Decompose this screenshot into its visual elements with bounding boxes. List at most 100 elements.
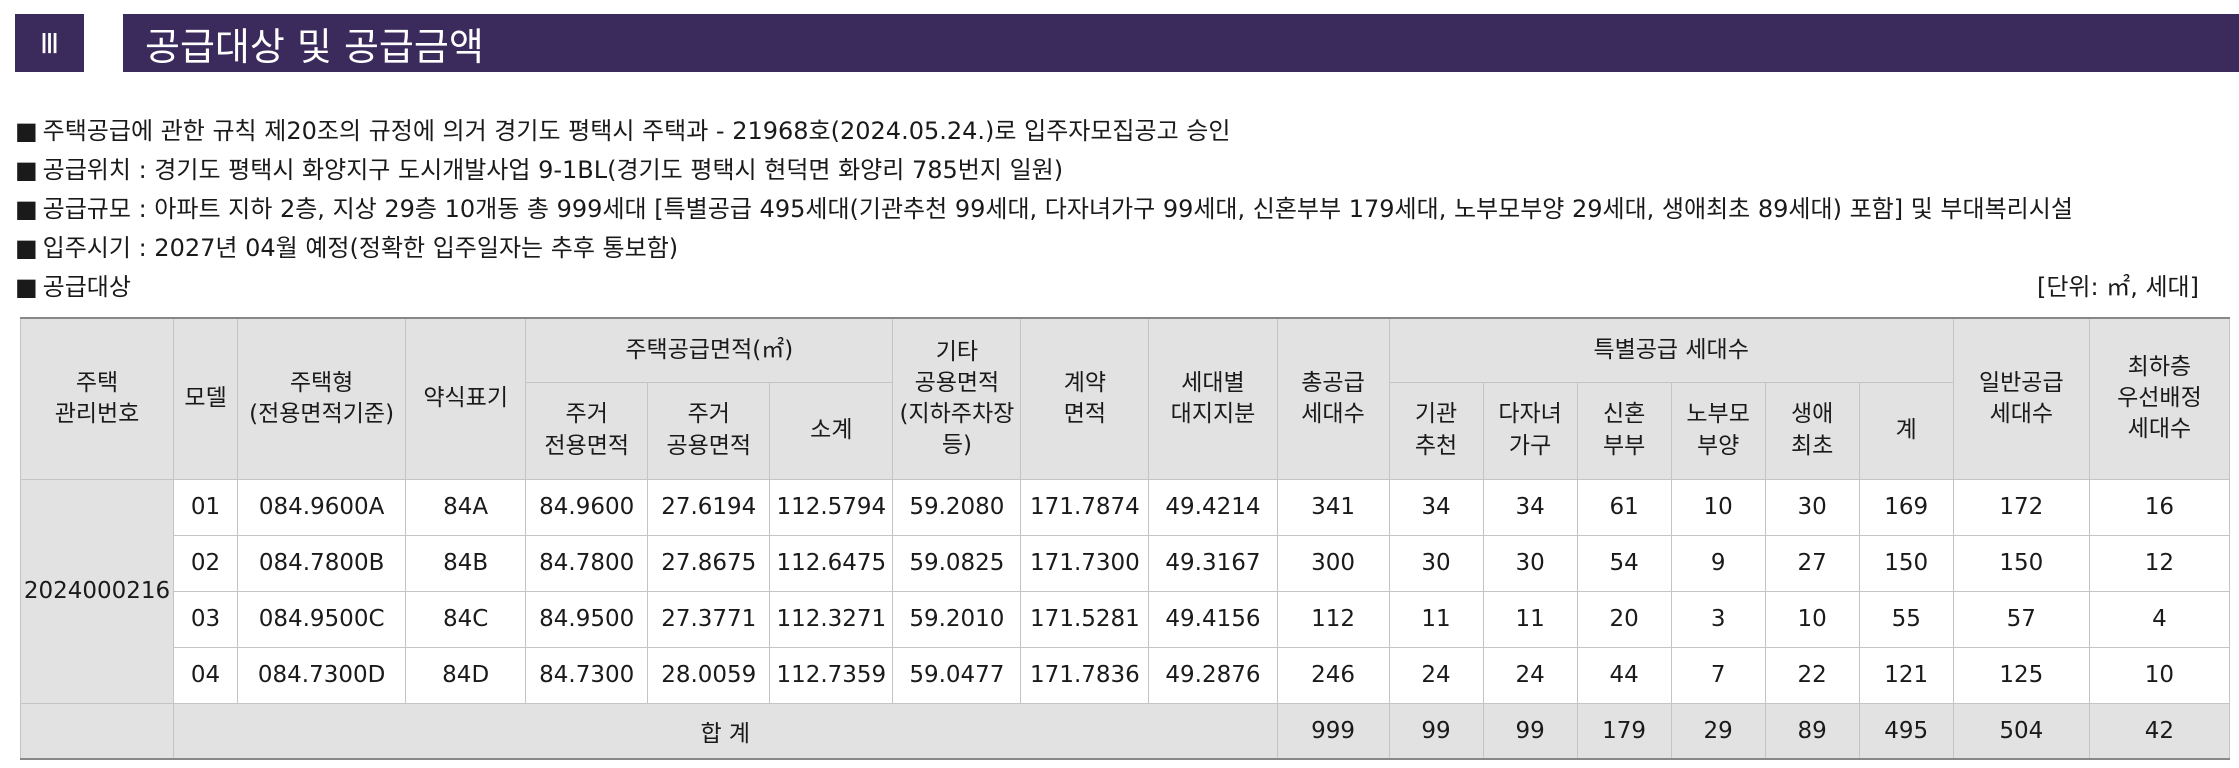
header-other-common: 기타 공용면적 (지하주차장 등) [892, 317, 1022, 480]
short-code-cell: 84C [405, 590, 527, 648]
header-institution: 기관 추천 [1388, 381, 1484, 480]
total-supply-cell: 246 [1276, 646, 1390, 704]
house-type-cell: 084.9500C [237, 590, 407, 648]
house-type-cell: 084.7300D [237, 646, 407, 704]
elderly-sum: 29 [1670, 702, 1766, 760]
header-supply-area-group: 주택공급면적(㎡) [525, 317, 894, 383]
bullet-text: 공급위치 : 경기도 평택시 화양지구 도시개발사업 9-1BL(경기도 평택시… [42, 156, 1064, 184]
house-id-cell: 2024000216 [19, 478, 175, 704]
subtotal-cell: 112.5794 [769, 478, 894, 536]
special-sum-cell: 150 [1858, 534, 1954, 592]
header-house-type: 주택형 (전용면적기준) [237, 317, 407, 480]
total-supply-cell: 112 [1276, 590, 1390, 648]
land-share-cell: 49.3167 [1148, 534, 1278, 592]
lowest-floor-cell: 4 [2088, 590, 2231, 648]
other-common-cell: 59.2080 [892, 478, 1022, 536]
first-time-cell: 22 [1764, 646, 1860, 704]
institution-cell: 34 [1388, 478, 1484, 536]
multi-child-cell: 24 [1482, 646, 1578, 704]
header-first-time: 생애 최초 [1764, 381, 1860, 480]
bullet-marker-icon: ■ [15, 234, 38, 262]
lowest-floor-cell: 10 [2088, 646, 2231, 704]
institution-cell: 24 [1388, 646, 1484, 704]
total-supply-cell: 341 [1276, 478, 1390, 536]
house-type-cell: 084.7800B [237, 534, 407, 592]
bullet-marker-icon: ■ [15, 273, 38, 301]
bullet-marker-icon: ■ [15, 156, 38, 184]
header-elderly: 노부모 부양 [1670, 381, 1766, 480]
special-sum-cell: 55 [1858, 590, 1954, 648]
common-area-cell: 28.0059 [647, 646, 771, 704]
short-code-cell: 84D [405, 646, 527, 704]
bullet-text: 공급규모 : 아파트 지하 2층, 지상 29층 10개동 총 999세대 [특… [42, 195, 2073, 223]
bullet-scale: ■ 공급규모 : 아파트 지하 2층, 지상 29층 10개동 총 999세대 … [15, 190, 2225, 229]
header-short-code: 약식표기 [405, 317, 527, 480]
model-cell: 03 [173, 590, 239, 648]
header-exclusive-area: 주거 전용면적 [525, 381, 649, 480]
bullet-text: 공급대상 [42, 273, 131, 301]
lowest-floor-cell: 12 [2088, 534, 2231, 592]
multi-child-sum: 99 [1482, 702, 1578, 760]
subtotal-cell: 112.6475 [769, 534, 894, 592]
header-multi-child: 다자녀 가구 [1482, 381, 1578, 480]
general-supply-cell: 150 [1952, 534, 2090, 592]
elderly-cell: 7 [1670, 646, 1766, 704]
general-supply-cell: 125 [1952, 646, 2090, 704]
institution-sum: 99 [1388, 702, 1484, 760]
header-land-share: 세대별 대지지분 [1148, 317, 1278, 480]
general-supply-sum: 504 [1952, 702, 2090, 760]
first-time-cell: 10 [1764, 590, 1860, 648]
contract-area-cell: 171.7874 [1020, 478, 1150, 536]
header-special-group: 특별공급 세대수 [1388, 317, 1954, 383]
newlywed-cell: 20 [1576, 590, 1672, 648]
newlywed-cell: 44 [1576, 646, 1672, 704]
short-code-cell: 84A [405, 478, 527, 536]
institution-cell: 11 [1388, 590, 1484, 648]
subtotal-cell: 112.7359 [769, 646, 894, 704]
common-area-cell: 27.3771 [647, 590, 771, 648]
exclusive-area-cell: 84.9600 [525, 478, 649, 536]
newlywed-cell: 54 [1576, 534, 1672, 592]
lowest-floor-sum: 42 [2088, 702, 2231, 760]
other-common-cell: 59.0825 [892, 534, 1022, 592]
contract-area-cell: 171.7836 [1020, 646, 1150, 704]
table-row: 2024000216 01 084.9600A 84A 84.9600 27.6… [19, 478, 2231, 704]
supply-table: 주택 관리번호 모델 주택형 (전용면적기준) 약식표기 주택공급면적(㎡) 기… [19, 317, 2231, 760]
section-title: 공급대상 및 공급금액 [123, 14, 2239, 72]
first-time-cell: 30 [1764, 478, 1860, 536]
bullet-supply-target: ■ 공급대상 [단위: ㎡, 세대] [15, 268, 2225, 307]
total-row: 합 계 999 99 99 179 29 89 495 504 42 [19, 702, 2231, 760]
first-time-cell: 27 [1764, 534, 1860, 592]
lowest-floor-cell: 16 [2088, 478, 2231, 536]
special-sum-total: 495 [1858, 702, 1954, 760]
first-time-sum: 89 [1764, 702, 1860, 760]
table-row: 04 084.7300D 84D 84.7300 28.0059 112.735… [21, 646, 2231, 704]
total-row-spacer [19, 702, 175, 760]
bullet-marker-icon: ■ [15, 195, 38, 223]
special-sum-cell: 121 [1858, 646, 1954, 704]
table-row: 03 084.9500C 84C 84.9500 27.3771 112.327… [21, 590, 2231, 648]
elderly-cell: 10 [1670, 478, 1766, 536]
common-area-cell: 27.8675 [647, 534, 771, 592]
model-cell: 02 [173, 534, 239, 592]
header-contract-area: 계약 면적 [1020, 317, 1150, 480]
bullet-text: 주택공급에 관한 규칙 제20조의 규정에 의거 경기도 평택시 주택과 - 2… [42, 117, 1231, 145]
land-share-cell: 49.4214 [1148, 478, 1278, 536]
table-row: 02 084.7800B 84B 84.7800 27.8675 112.647… [21, 534, 2231, 592]
exclusive-area-cell: 84.7300 [525, 646, 649, 704]
house-type-cell: 084.9600A [237, 478, 407, 536]
institution-cell: 30 [1388, 534, 1484, 592]
newlywed-sum: 179 [1576, 702, 1672, 760]
header-house-id: 주택 관리번호 [19, 317, 175, 480]
header-subtotal: 소계 [769, 381, 894, 480]
contract-area-cell: 171.5281 [1020, 590, 1150, 648]
header-special-sum: 계 [1858, 381, 1954, 480]
exclusive-area-cell: 84.9500 [525, 590, 649, 648]
header-lowest-floor: 최하층 우선배정 세대수 [2088, 317, 2231, 480]
model-cell: 04 [173, 646, 239, 704]
contract-area-cell: 171.7300 [1020, 534, 1150, 592]
other-common-cell: 59.0477 [892, 646, 1022, 704]
short-code-cell: 84B [405, 534, 527, 592]
common-area-cell: 27.6194 [647, 478, 771, 536]
bullet-location: ■ 공급위치 : 경기도 평택시 화양지구 도시개발사업 9-1BL(경기도 평… [15, 151, 2225, 190]
